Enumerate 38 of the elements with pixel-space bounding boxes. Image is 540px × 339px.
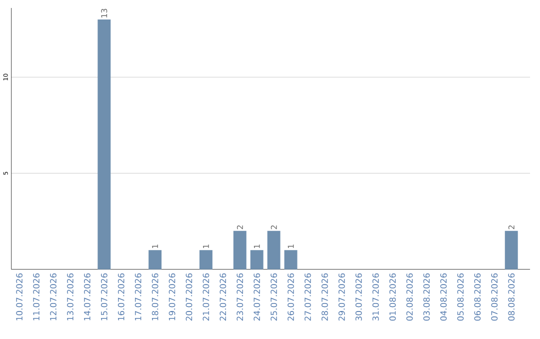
x-tick-label: 14.07.2026 [84,273,90,320]
x-tick-label: 20.07.2026 [186,273,192,321]
x-tick-label: 21.07.2026 [202,273,210,321]
bar [267,230,280,270]
x-tick-label: 22.07.2026 [220,273,226,321]
x-tick-label: 03.08.2026 [423,273,430,321]
x-tick-label: 27.07.2026 [304,273,311,321]
x-tick-label: 30.07.2026 [355,273,362,320]
x-tick-label: 24.07.2026 [254,273,260,321]
x-tick-label: 11.07.2026 [33,273,40,320]
x-tick-label: 19.07.2026 [168,273,176,320]
x-tick-label: 06.08.2026 [474,273,481,321]
x-tick-label: 31.07.2026 [372,273,379,320]
bar [199,250,212,270]
x-tick-label: 15.07.2026 [100,273,108,320]
bar [504,230,518,270]
x-tick-label: 05.08.2026 [457,273,464,321]
x-tick-label: 02.08.2026 [406,273,413,321]
x-tick-label: 10.07.2026 [16,273,23,320]
x-tick-label: 08.08.2026 [508,273,515,321]
x-tick-label: 26.07.2026 [288,273,294,321]
x-tick-label: 29.07.2026 [338,273,345,321]
x-tick-label: 25.07.2026 [270,273,278,321]
x-tick-label: 07.08.2026 [491,273,498,321]
x-tick-label: 23.07.2026 [236,273,244,321]
bar [148,250,162,270]
bar [233,230,246,270]
x-tick-label: 01.08.2026 [389,273,396,321]
x-tick-label: 16.07.2026 [118,273,124,320]
x-tick-label: 17.07.2026 [134,273,142,320]
x-tick-label: 04.08.2026 [440,273,447,321]
bar [250,250,264,270]
bar [98,19,111,270]
x-tick-label: 13.07.2026 [67,273,74,320]
x-tick-label: 28.07.2026 [322,273,328,321]
x-tick-label: 12.07.2026 [50,273,56,320]
bar [284,250,298,270]
x-tick-label: 18.07.2026 [152,273,158,320]
